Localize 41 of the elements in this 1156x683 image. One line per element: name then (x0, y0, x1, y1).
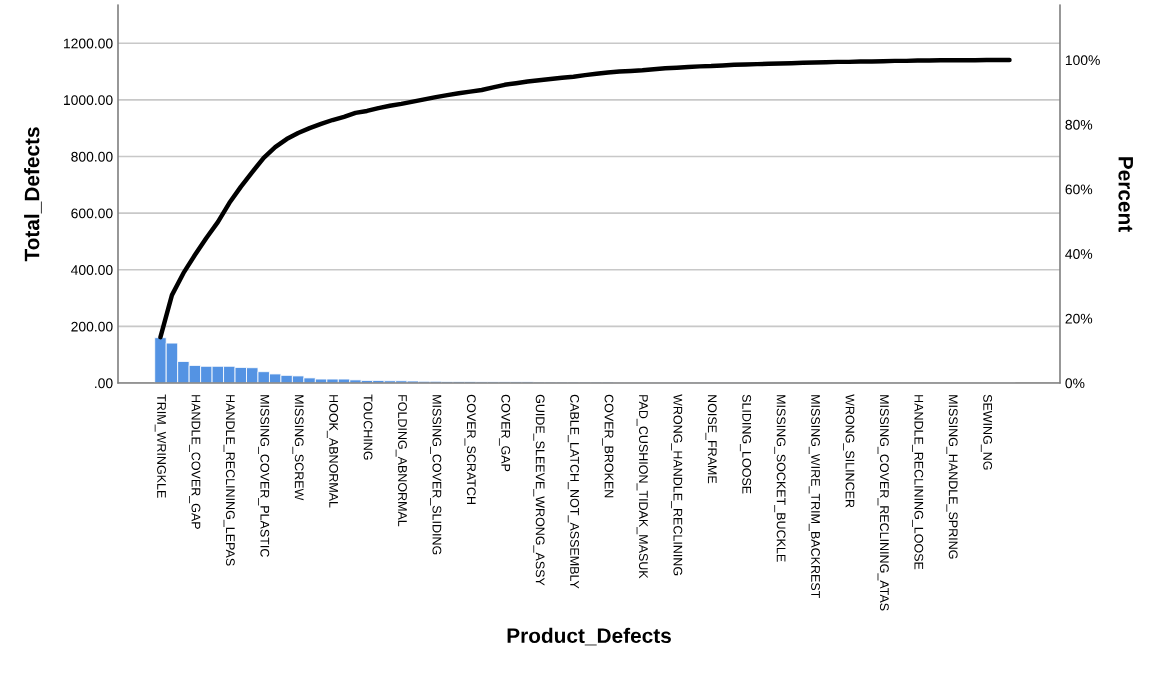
x-tick-label: NOISE_FRAME (705, 395, 717, 484)
x-tick-label: MISSING_HANDLE_SPRING (946, 395, 958, 559)
y-tick-label: 200.00 (71, 321, 113, 332)
x-tick-label: MISSING_COVER_PLASTIC (258, 395, 270, 557)
x-tick-label: MISSING_SCREW (292, 395, 304, 501)
x-axis-title: Product_Defects (507, 627, 671, 646)
x-tick-label: WRONG_SILINCER (843, 394, 855, 508)
y-tick-label: 1200.00 (64, 38, 113, 49)
x-tick-label: PAD_CUSHION_TIDAK_MASUK (636, 395, 648, 579)
x-tick-label: WRONG_HANDLE_RECLINING (671, 394, 683, 576)
x-tick-label: SLIDING_LOOSE (739, 394, 752, 494)
x-tick-label: SEWING_NG (980, 394, 993, 470)
y2-tick-label: 20% (1065, 313, 1093, 324)
x-tick-label: COVER_BROKEN (602, 394, 614, 498)
x-tick-label: GUIDE_SLEEVE_WRONG_ASSY (533, 394, 545, 586)
y-axis-title: Total_Defects (24, 127, 42, 262)
x-tick-label: MISSING_COVER_SLIDING (430, 395, 442, 555)
x-tick-label: HOOK_ABNORMAL (326, 395, 339, 508)
x-tick-label: FOLDING_ABNORMAL (395, 395, 407, 527)
y2-axis-title: Percent (1118, 157, 1133, 232)
y2-tick-label: 80% (1065, 119, 1093, 130)
y2-tick-label: 0% (1065, 378, 1085, 389)
x-tick-label: HANDLE_COVER_GAP (189, 395, 201, 529)
y-tick-label: 400.00 (70, 265, 113, 275)
x-tick-label: HANDLE_RECLINING_LEPAS (223, 395, 235, 566)
y2-tick-label: 60% (1065, 184, 1093, 195)
x-tick-label: CABLE_LATCH_NOT_ASSEMBLY (567, 394, 580, 589)
x-tick-label: COVER_GAP (498, 394, 511, 472)
y2-tick-label: 100% (1065, 55, 1100, 66)
x-tick-label: TRIM_WRINGKLE (154, 394, 166, 498)
x-tick-label: TOUCHING (363, 394, 373, 460)
y2-tick-label: 40% (1065, 249, 1093, 259)
x-tick-label: MISSING_COVER_RECLINING_ATAS (877, 395, 889, 611)
x-tick-label: MISSING_WIRE_TRIM_BACKREST (808, 395, 820, 599)
x-tick-label: HANDLE_RECLINING_LOOSE (912, 395, 924, 570)
x-tick-label: COVER_SCRATCH (464, 394, 476, 504)
x-tick-label: MISSING_SOCKET_BUCKLE (774, 395, 786, 562)
y-tick-label: 800.00 (71, 151, 113, 162)
y-tick-label: 1000.00 (64, 95, 113, 106)
y-tick-label: .00 (95, 378, 113, 389)
y-tick-label: 600.00 (71, 208, 113, 219)
